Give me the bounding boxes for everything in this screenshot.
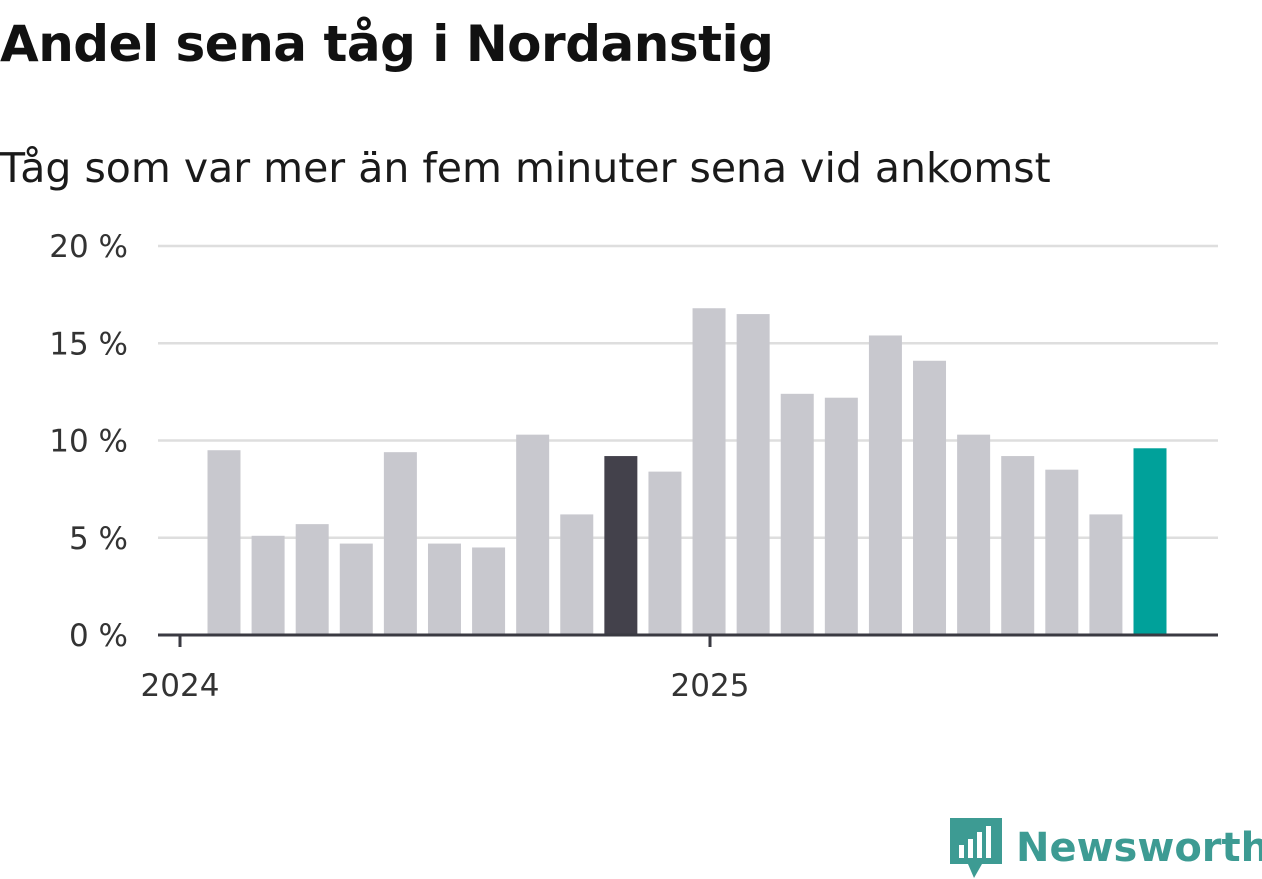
bar (736, 314, 770, 635)
x-axis: 2024 2025 (141, 633, 1218, 704)
bars (207, 308, 1167, 635)
bar (824, 397, 858, 635)
bar (560, 514, 594, 635)
y-tick-label: 20 % (49, 229, 128, 265)
bar (604, 456, 638, 635)
y-tick-label: 5 % (69, 521, 128, 557)
bar (1045, 469, 1079, 635)
y-axis: 0 % 5 % 10 % 15 % 20 % (49, 229, 128, 654)
x-tick-label: 2025 (671, 668, 750, 704)
bar (692, 308, 726, 635)
chart-title: Andel sena tåg i Nordanstig (0, 15, 774, 73)
bar (339, 543, 373, 635)
bar (648, 471, 682, 635)
bar (207, 450, 241, 635)
bar (868, 335, 902, 635)
bar (427, 543, 461, 635)
bar (472, 547, 506, 635)
bar (251, 535, 285, 635)
bar (1001, 456, 1035, 635)
grid-lines (158, 244, 1218, 539)
bar (1133, 448, 1167, 635)
chart-subtitle: Tåg som var mer än fem minuter sena vid … (0, 144, 1051, 192)
bar (913, 360, 947, 635)
y-tick-label: 15 % (49, 326, 128, 362)
bar (516, 434, 550, 635)
y-tick-label: 10 % (49, 424, 128, 460)
x-tick-label: 2024 (141, 668, 220, 704)
bar (295, 524, 329, 635)
newsworthy-logo-icon (950, 818, 1002, 878)
bar (1089, 514, 1123, 635)
y-tick-label: 0 % (69, 618, 128, 654)
newsworthy-logo: Newsworthy (950, 818, 1262, 878)
newsworthy-logo-text: Newsworthy (1016, 825, 1262, 871)
bar (383, 452, 417, 635)
bar (957, 434, 991, 635)
bar (780, 393, 814, 635)
